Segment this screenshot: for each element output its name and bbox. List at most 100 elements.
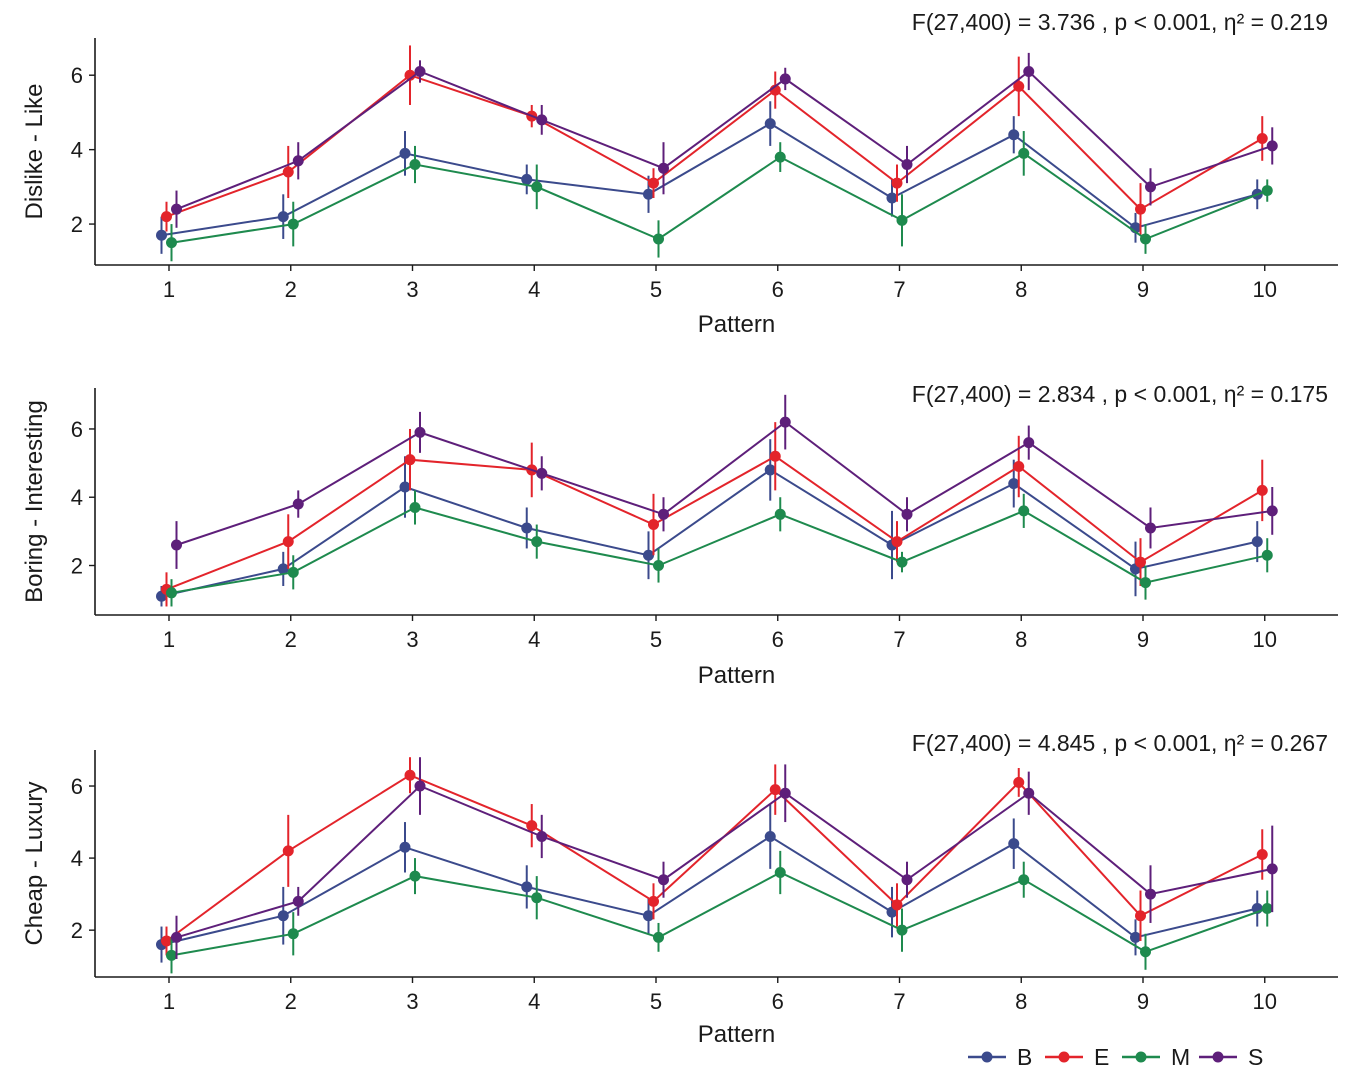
data-point [764,464,776,476]
data-point [536,114,548,126]
x-tick-label: 5 [650,989,662,1014]
series-S [171,52,1278,228]
data-point [1140,946,1151,958]
panel-1: 2 4 6 1 2 3 4 5 6 7 8 9 10 Pattern Dislike - Like F(27,… [21,9,1338,338]
x-tick-label: 8 [1015,277,1027,302]
data-point [1023,787,1035,799]
x-axis-title: Pattern [698,662,775,689]
x-tick-label: 1 [163,277,175,302]
data-point [409,870,421,882]
x-tick-label: 3 [406,627,418,652]
series-M [166,490,1273,607]
data-point [891,536,903,548]
data-point [414,65,426,77]
data-point [891,177,903,189]
series-line-B [161,468,1258,598]
data-point [521,881,533,893]
x-tick-label: 7 [893,627,905,652]
data-point [1145,181,1156,193]
data-point [1013,461,1025,473]
x-tick-label: 7 [893,277,905,302]
data-point [1135,203,1146,215]
data-point [292,895,304,907]
data-point [409,501,421,513]
y-axis-title: Cheap - Luxury [21,781,48,945]
data-point [1008,129,1020,141]
legend-key-point [1135,1051,1147,1063]
x-tick-label: 1 [163,989,175,1014]
data-point [648,895,659,907]
data-point [282,536,294,548]
x-tick-label: 6 [772,627,784,652]
x-tick-label: 8 [1015,989,1027,1014]
anova-annotation: F(27,400) = 2.834 , p < 0.001, η² = 0.17… [912,381,1328,407]
y-tick-label: 2 [71,918,83,943]
data-point [166,587,177,599]
y-axis-title: Dislike - Like [21,83,48,219]
data-point [409,159,421,171]
x-tick-label: 9 [1137,627,1149,652]
data-point [653,560,664,572]
data-point [1008,838,1020,850]
data-point [531,892,543,904]
x-tick-label: 5 [650,277,662,302]
series-B [156,101,1263,254]
legend-key-point [981,1051,993,1063]
x-tick-label: 1 [163,627,175,652]
data-point [769,784,781,796]
series-S [171,757,1278,959]
legend-key-point [1058,1051,1070,1063]
data-point [1135,556,1146,568]
y-tick-label: 4 [71,846,83,871]
data-point [764,118,776,130]
series-line-S [176,420,1273,546]
series-line-E [166,74,1263,218]
data-point [769,450,781,462]
data-point [1261,549,1273,561]
data-point [886,192,898,204]
data-point [521,522,533,534]
data-point [779,73,791,85]
data-point [277,211,289,223]
anova-annotation: F(27,400) = 4.845 , p < 0.001, η² = 0.26… [912,730,1328,756]
series-S [171,394,1278,569]
data-point [536,467,548,479]
legend-key-point [1212,1051,1224,1063]
data-point [1140,577,1151,589]
data-point [1018,147,1030,159]
series-line-M [171,152,1268,244]
data-point [1135,910,1146,922]
data-point [658,874,669,886]
data-point [536,830,548,842]
y-tick-label: 4 [71,138,83,163]
data-point [1261,903,1273,915]
data-point [774,151,786,163]
data-point [1266,863,1278,875]
data-point [653,931,664,943]
data-point [161,211,172,223]
data-point [1018,874,1030,886]
data-point [404,769,416,781]
data-point [779,787,791,799]
data-point [526,820,538,832]
data-point [643,549,654,561]
data-point [774,867,786,879]
data-point [1251,536,1263,548]
x-tick-label: 3 [406,277,418,302]
data-point [901,874,913,886]
data-point [648,177,659,189]
data-point [414,780,426,792]
x-tick-label: 2 [285,627,297,652]
data-point [1023,437,1035,449]
data-point [901,159,913,171]
x-tick-label: 10 [1253,277,1277,302]
y-tick-label: 6 [71,774,83,799]
series-line-M [171,506,1268,594]
data-point [531,181,543,193]
data-point [653,233,664,245]
series-M [166,850,1273,974]
x-tick-label: 10 [1253,627,1277,652]
legend-label: B [1017,1044,1032,1070]
data-point [166,949,177,961]
